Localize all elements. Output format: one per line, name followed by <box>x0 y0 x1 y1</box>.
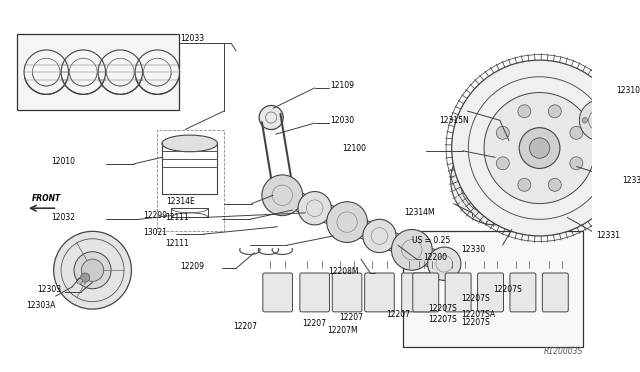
Text: US = 0.25: US = 0.25 <box>412 236 450 245</box>
Bar <box>157 129 224 231</box>
Circle shape <box>428 247 461 280</box>
Circle shape <box>81 259 104 281</box>
Circle shape <box>597 103 602 108</box>
Text: 12207S: 12207S <box>493 285 522 294</box>
Circle shape <box>518 105 531 118</box>
Circle shape <box>54 231 131 309</box>
Text: 12330: 12330 <box>461 246 485 254</box>
Circle shape <box>570 157 583 170</box>
Circle shape <box>582 118 588 123</box>
Text: 12111: 12111 <box>164 239 189 248</box>
Circle shape <box>506 201 513 208</box>
Text: 12207: 12207 <box>233 322 257 331</box>
Circle shape <box>519 177 527 184</box>
Text: 12331: 12331 <box>596 231 620 240</box>
Bar <box>17 34 179 110</box>
Text: 12207: 12207 <box>340 313 364 322</box>
Circle shape <box>259 106 284 129</box>
Circle shape <box>519 128 560 169</box>
FancyBboxPatch shape <box>445 273 471 312</box>
Circle shape <box>392 230 432 270</box>
Text: R120003S: R120003S <box>544 347 583 356</box>
FancyBboxPatch shape <box>332 273 362 312</box>
Circle shape <box>326 202 367 243</box>
Text: 12207S: 12207S <box>461 318 490 327</box>
Ellipse shape <box>162 135 218 152</box>
FancyBboxPatch shape <box>402 273 431 312</box>
Circle shape <box>262 175 303 216</box>
Circle shape <box>451 136 540 225</box>
Circle shape <box>504 141 514 150</box>
FancyBboxPatch shape <box>300 273 330 312</box>
Circle shape <box>518 178 531 191</box>
FancyBboxPatch shape <box>477 273 504 312</box>
Circle shape <box>484 93 595 203</box>
Text: 12207S: 12207S <box>429 304 457 313</box>
Text: 12207: 12207 <box>386 310 410 319</box>
FancyBboxPatch shape <box>510 273 536 312</box>
Text: 12111: 12111 <box>164 213 189 222</box>
Circle shape <box>497 126 509 139</box>
Text: 12315N: 12315N <box>440 116 469 125</box>
Text: 12333: 12333 <box>622 176 640 185</box>
Circle shape <box>612 118 618 123</box>
Circle shape <box>608 96 616 104</box>
Text: 12208M: 12208M <box>328 267 359 276</box>
Circle shape <box>597 132 602 138</box>
Circle shape <box>464 177 471 184</box>
FancyBboxPatch shape <box>263 273 292 312</box>
Text: 12100: 12100 <box>342 144 367 153</box>
Text: 12303A: 12303A <box>26 301 55 310</box>
Text: 12207M: 12207M <box>327 326 358 335</box>
Circle shape <box>74 252 111 289</box>
Text: 12109: 12109 <box>330 81 355 90</box>
Circle shape <box>363 219 396 253</box>
Text: 12030: 12030 <box>330 116 355 125</box>
Text: 12207SA: 12207SA <box>461 310 495 319</box>
Text: 13021: 13021 <box>143 228 168 237</box>
Circle shape <box>81 273 90 282</box>
Text: 12010: 12010 <box>51 157 75 166</box>
Circle shape <box>477 201 485 208</box>
Circle shape <box>475 160 515 201</box>
Text: 12314M: 12314M <box>404 208 435 217</box>
Circle shape <box>298 192 332 225</box>
Circle shape <box>506 153 513 160</box>
FancyBboxPatch shape <box>413 273 438 312</box>
Circle shape <box>548 105 561 118</box>
Circle shape <box>570 126 583 139</box>
Text: 12033: 12033 <box>180 34 205 44</box>
Circle shape <box>497 157 509 170</box>
Text: 12032: 12032 <box>51 213 75 222</box>
Circle shape <box>286 198 295 207</box>
Text: 12207: 12207 <box>303 320 326 328</box>
Text: 12303: 12303 <box>37 285 61 294</box>
Text: 12200: 12200 <box>423 253 447 262</box>
Text: FRONT: FRONT <box>31 195 61 203</box>
FancyBboxPatch shape <box>542 273 568 312</box>
Circle shape <box>264 177 301 214</box>
Circle shape <box>77 279 83 284</box>
Bar <box>403 231 583 347</box>
Text: 12209: 12209 <box>180 262 204 271</box>
Circle shape <box>269 203 278 213</box>
Text: 12207S: 12207S <box>461 294 490 304</box>
Text: 12299: 12299 <box>143 211 168 220</box>
Circle shape <box>477 153 485 160</box>
Text: 12314E: 12314E <box>166 197 195 206</box>
FancyBboxPatch shape <box>365 273 394 312</box>
Text: 12310A: 12310A <box>616 86 640 95</box>
Circle shape <box>452 60 627 236</box>
Circle shape <box>529 138 550 158</box>
Circle shape <box>579 100 620 141</box>
Text: 12207S: 12207S <box>429 315 457 324</box>
Circle shape <box>548 178 561 191</box>
